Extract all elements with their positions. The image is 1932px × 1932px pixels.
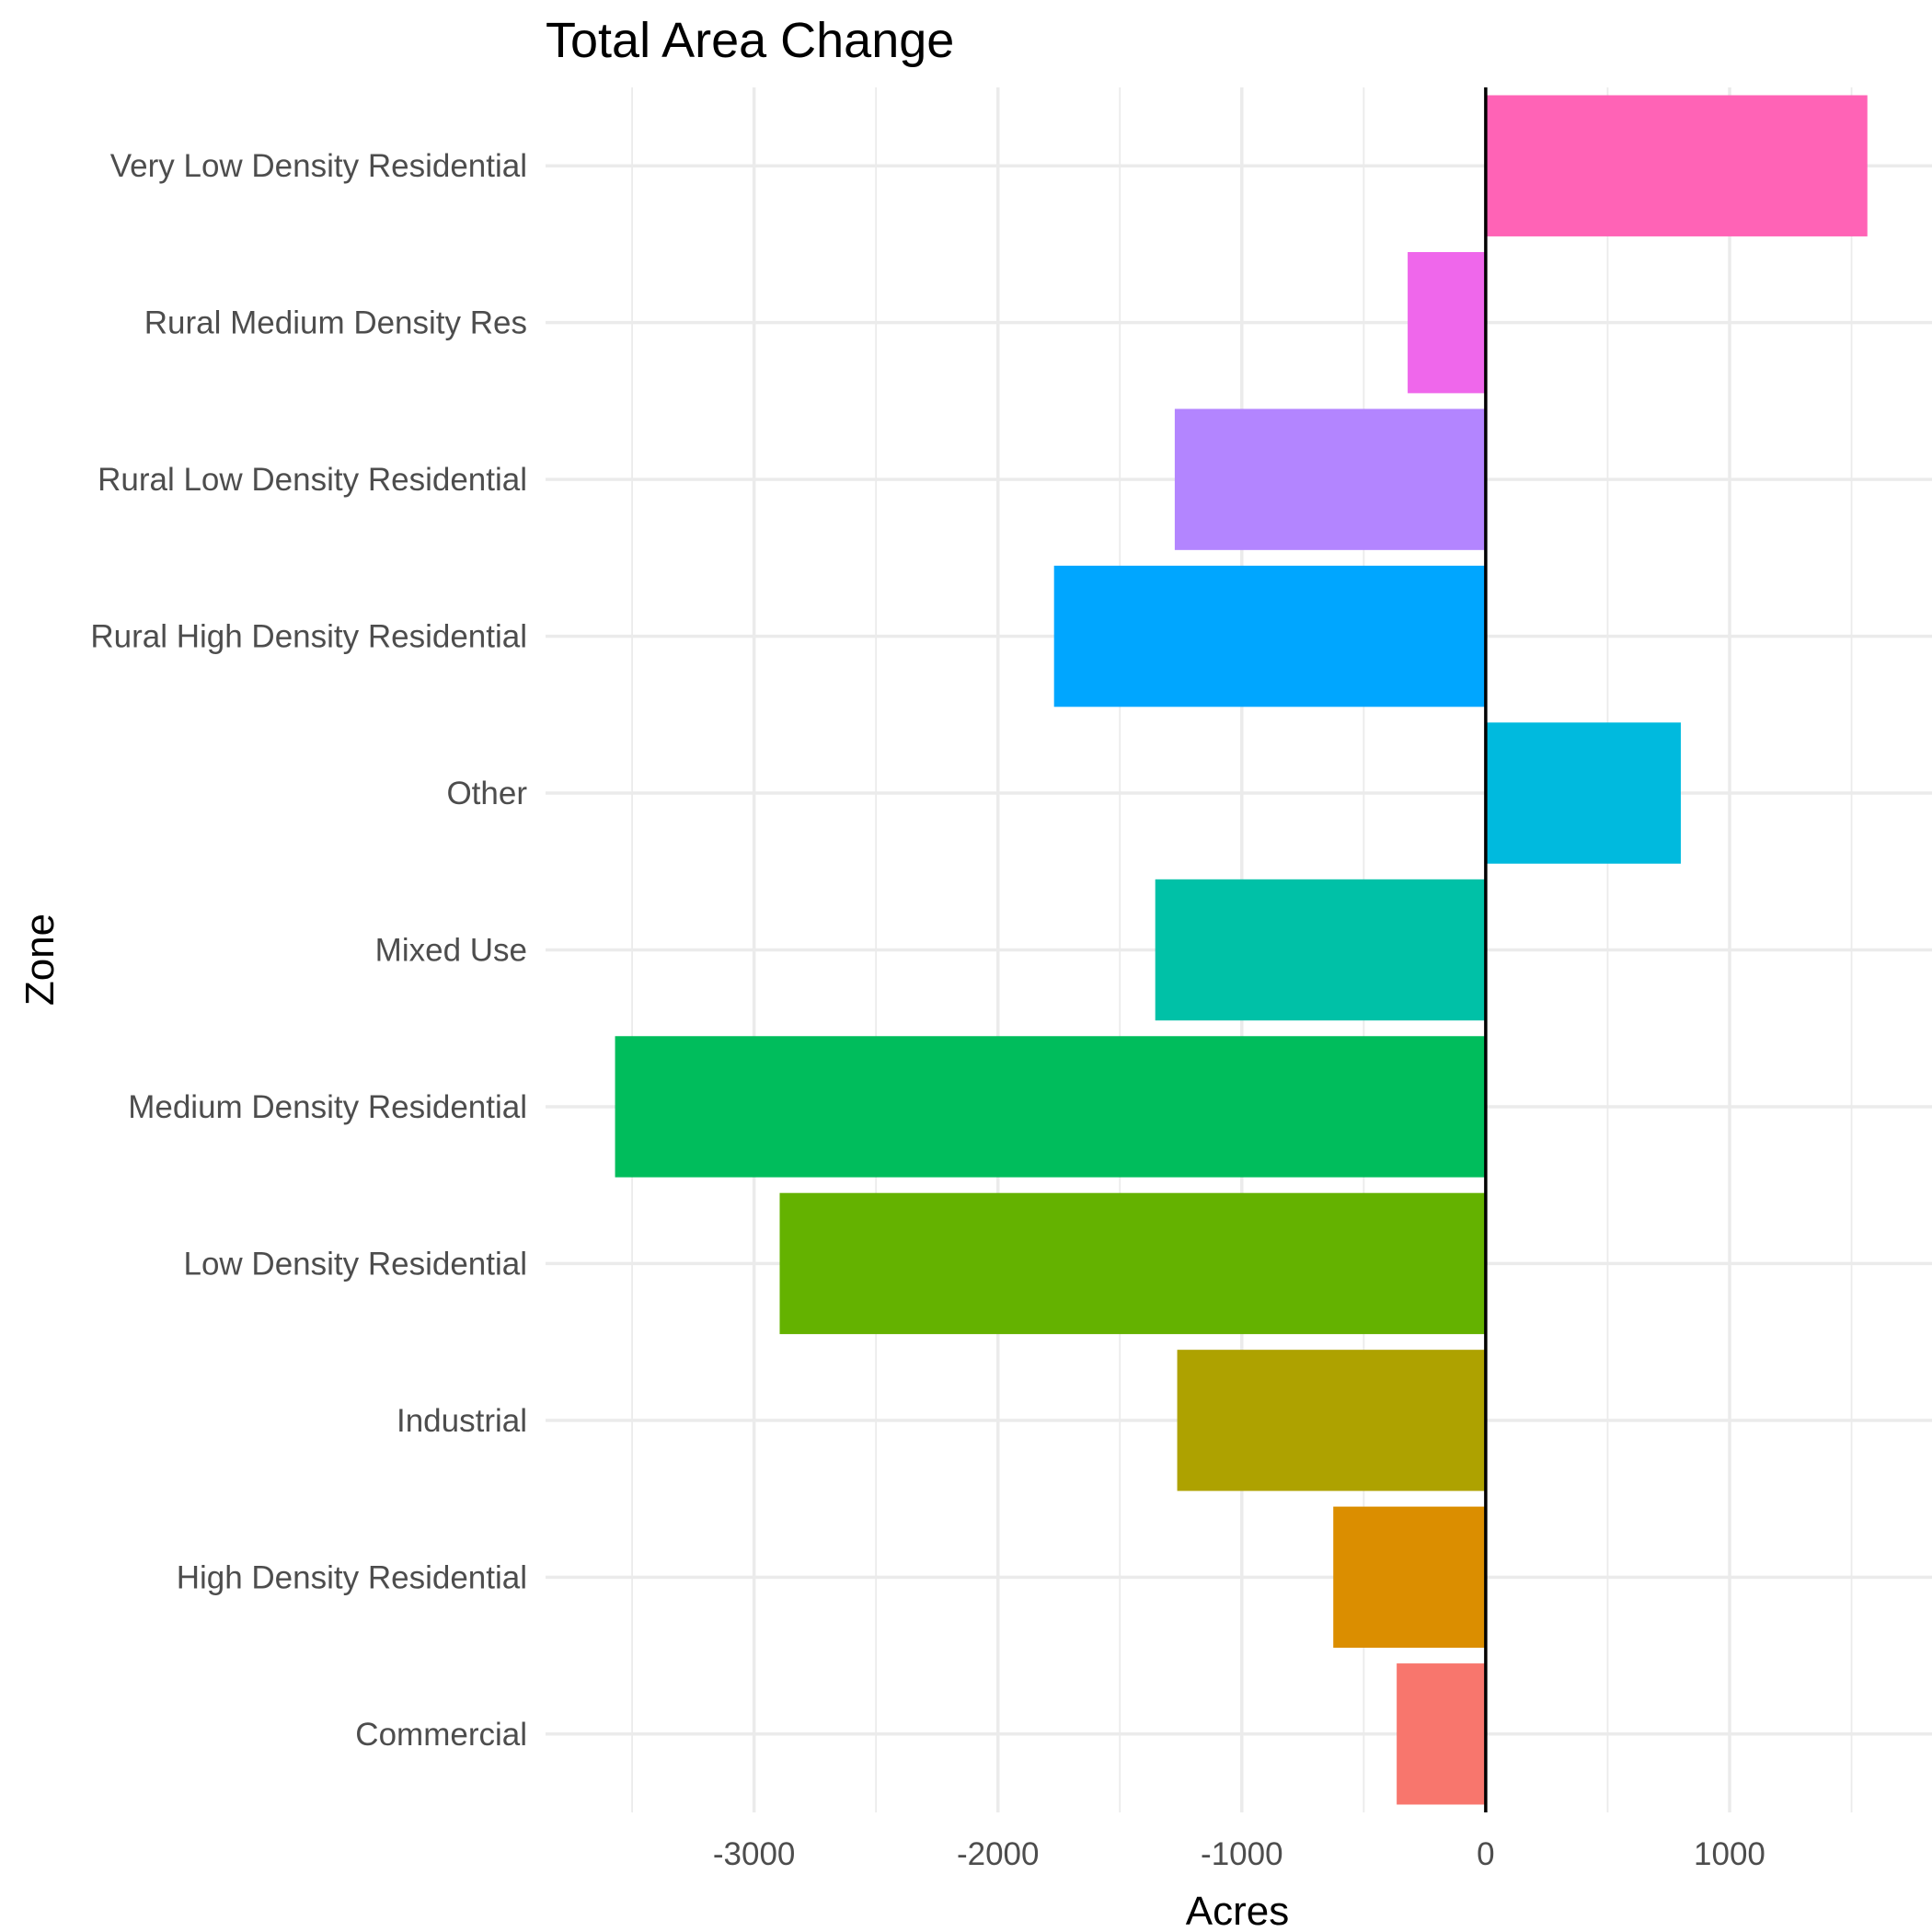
y-tick-label: Industrial <box>397 1403 527 1439</box>
y-tick-label: High Density Residential <box>177 1559 527 1595</box>
bar <box>1408 251 1486 394</box>
x-tick-label: 1000 <box>1694 1836 1765 1872</box>
y-axis-title: Zone <box>17 914 63 1006</box>
y-tick-label: Other <box>446 776 527 811</box>
chart-title: Total Area Change <box>546 13 954 68</box>
bar <box>1177 1350 1486 1491</box>
bar <box>1485 722 1681 864</box>
bar <box>1155 879 1486 1021</box>
y-tick-label: Mixed Use <box>375 933 527 969</box>
bar <box>1053 565 1486 707</box>
x-tick-label: -2000 <box>957 1836 1040 1872</box>
y-tick-label: Rural Low Density Residential <box>98 462 527 498</box>
bar <box>1333 1506 1486 1649</box>
x-axis-tick-labels: -3000 -2000 -1000 0 1000 <box>713 1836 1765 1872</box>
bar <box>615 1036 1486 1178</box>
bar <box>779 1192 1486 1335</box>
y-axis-tick-labels: Commercial High Density Residential Indust… <box>90 148 527 1753</box>
y-tick-label: Very Low Density Residential <box>110 148 527 184</box>
bar <box>1485 95 1868 236</box>
y-tick-label: Rural Medium Density Res <box>144 305 527 341</box>
bar <box>1397 1663 1486 1805</box>
x-axis-title: Acres <box>1186 1889 1289 1932</box>
y-tick-label: Commercial <box>355 1717 527 1753</box>
bar <box>1174 408 1486 550</box>
y-tick-label: Low Density Residential <box>183 1246 527 1282</box>
y-tick-label: Medium Density Residential <box>128 1089 527 1125</box>
y-tick-label: Rural High Density Residential <box>90 619 527 655</box>
bars <box>615 95 1868 1805</box>
x-tick-label: -3000 <box>713 1836 796 1872</box>
x-tick-label: 0 <box>1477 1836 1494 1872</box>
x-tick-label: -1000 <box>1201 1836 1283 1872</box>
